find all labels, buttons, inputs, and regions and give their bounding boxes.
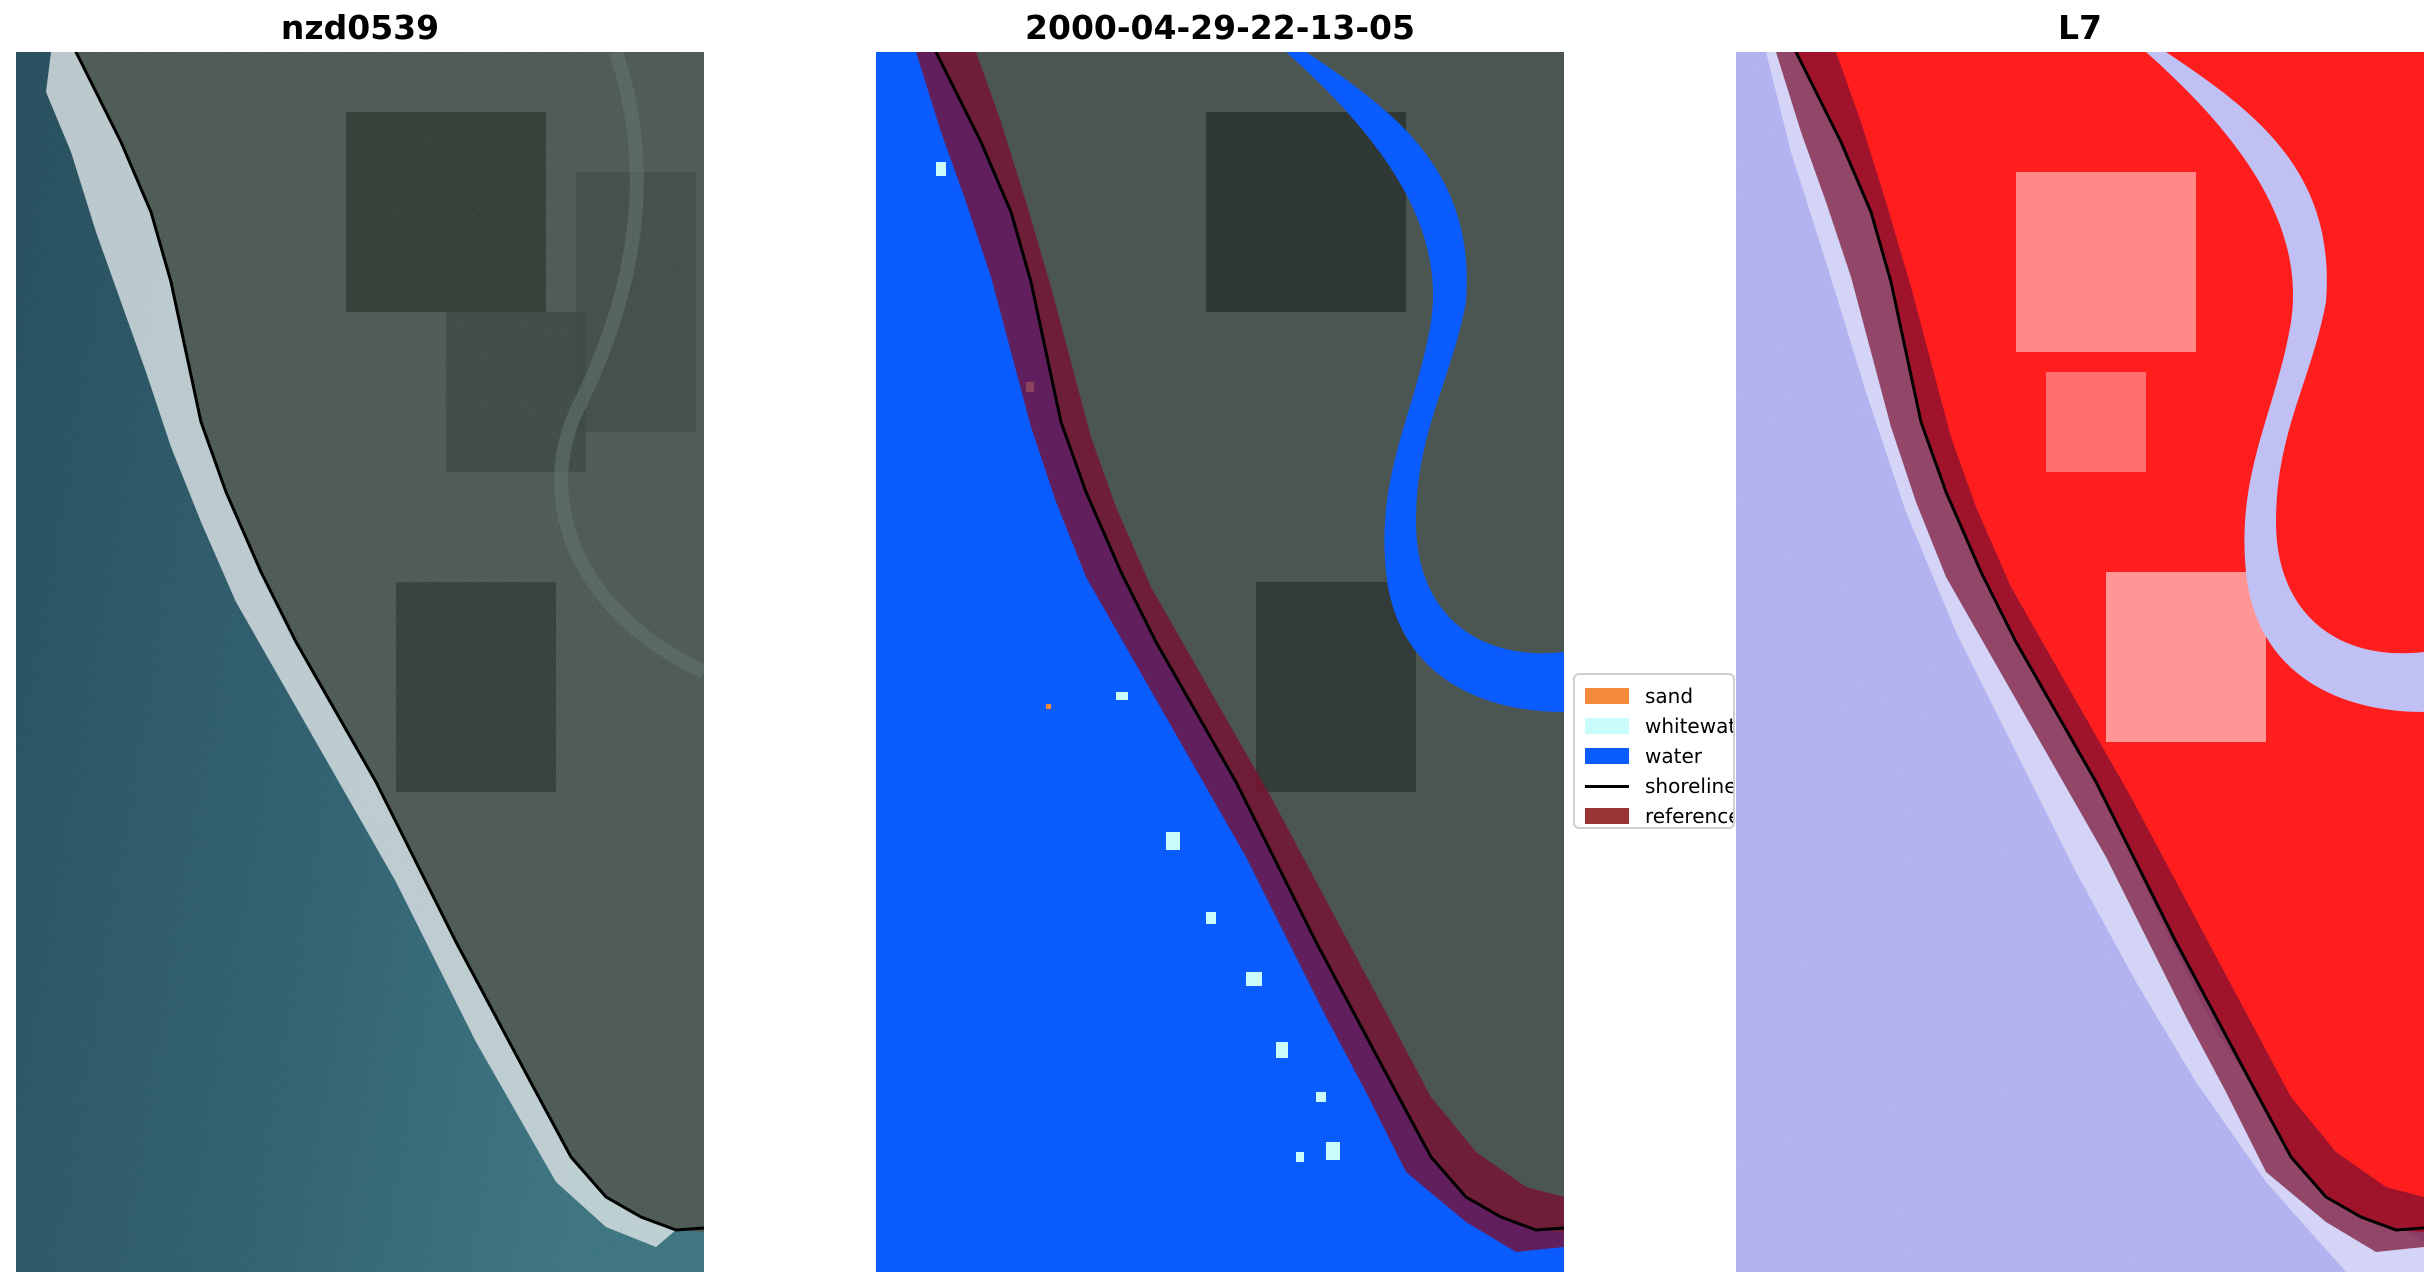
- legend-label-sand: sand: [1645, 684, 1694, 708]
- panel-title-rgb: nzd0539: [280, 8, 440, 47]
- legend-item-reference: reference: [1585, 803, 1735, 828]
- rgb-satellite-image: [16, 52, 704, 1272]
- river-water-index: [2146, 52, 2424, 712]
- legend-label-whitewater: whitewater: [1645, 714, 1733, 738]
- legend-label-reference: reference: [1645, 804, 1735, 828]
- legend: sand whitewater water shoreline referenc…: [1573, 673, 1735, 829]
- reference-band: [1776, 52, 2424, 1252]
- whitewater-swatch: [1585, 718, 1629, 734]
- panel-title-index: L7: [2058, 8, 2102, 47]
- legend-label-water: water: [1645, 744, 1702, 768]
- water-swatch: [1585, 748, 1629, 764]
- panel-title-classification: 2000-04-29-22-13-05: [1025, 8, 1415, 47]
- shoreline-line: [934, 52, 1564, 1232]
- index-image: [1736, 52, 2424, 1272]
- reference-band: [916, 52, 1564, 1252]
- shoreline-line: [74, 52, 704, 1232]
- land-area: [934, 52, 1564, 1232]
- reference-swatch: [1585, 808, 1629, 824]
- shoreline-line: [1794, 52, 2424, 1232]
- sand-pixel: [1046, 704, 1051, 709]
- legend-item-shoreline: shoreline: [1585, 773, 1735, 799]
- classification-image: [876, 52, 1564, 1272]
- legend-item-sand: sand: [1585, 683, 1693, 709]
- legend-item-whitewater: whitewater: [1585, 713, 1733, 739]
- river-water-class: [1286, 52, 1564, 712]
- sand-swatch: [1585, 688, 1629, 704]
- legend-item-water: water: [1585, 743, 1702, 769]
- legend-label-shoreline: shoreline: [1645, 774, 1735, 798]
- shoreline-swatch: [1585, 784, 1629, 788]
